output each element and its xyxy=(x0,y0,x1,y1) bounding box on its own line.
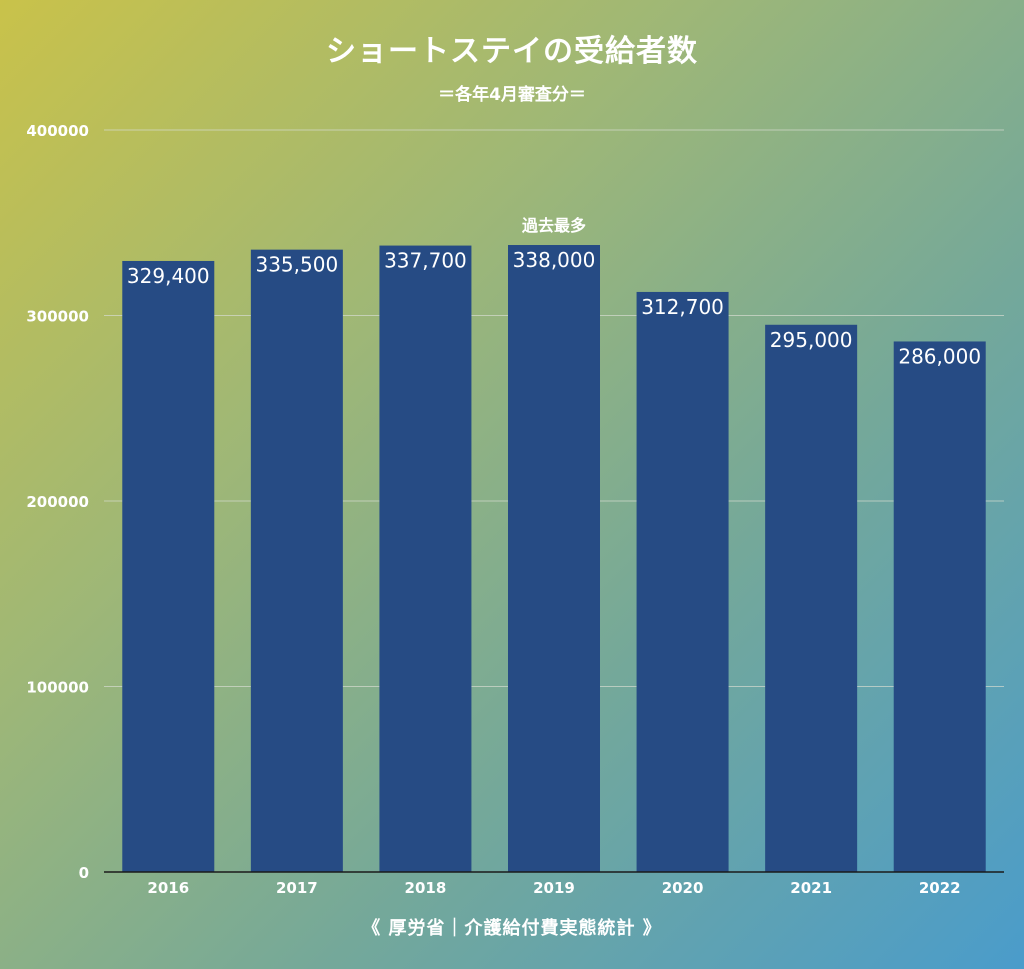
x-tick-label: 2017 xyxy=(276,879,318,897)
bar-2018 xyxy=(379,245,472,872)
bar-value-label: 295,000 xyxy=(770,328,853,352)
chart-title: ショートステイの受給者数 xyxy=(326,34,698,69)
x-tick-label: 2021 xyxy=(790,879,832,897)
bar-value-label: 335,500 xyxy=(255,253,338,277)
bar-value-label: 338,000 xyxy=(513,248,596,272)
y-tick-label: 0 xyxy=(79,864,89,882)
y-tick-label: 200000 xyxy=(26,493,89,511)
bar-value-label: 286,000 xyxy=(898,344,981,368)
source-note: 《 厚労省｜介護給付費実態統計 》 xyxy=(362,918,662,939)
bar-value-label: 337,700 xyxy=(384,249,467,273)
chart-subtitle: ＝各年4月審査分＝ xyxy=(438,85,586,105)
bar-2021 xyxy=(765,324,858,872)
y-tick-label: 100000 xyxy=(26,679,89,697)
bar-value-label: 312,700 xyxy=(641,295,724,319)
y-tick-label: 300000 xyxy=(26,308,89,326)
x-tick-label: 2019 xyxy=(533,879,575,897)
bar-2017 xyxy=(250,249,343,872)
bar-2019 xyxy=(508,245,600,872)
record-high-annotation: 過去最多 xyxy=(521,216,586,235)
x-tick-label: 2022 xyxy=(919,879,961,897)
bar-2020 xyxy=(636,291,729,872)
y-tick-label: 400000 xyxy=(26,122,89,140)
x-tick-label: 2020 xyxy=(662,879,704,897)
bar-2016 xyxy=(122,260,215,872)
bar-value-label: 329,400 xyxy=(127,264,210,288)
x-tick-label: 2016 xyxy=(147,879,189,897)
x-tick-label: 2018 xyxy=(405,879,447,897)
bar-2022 xyxy=(893,341,986,873)
